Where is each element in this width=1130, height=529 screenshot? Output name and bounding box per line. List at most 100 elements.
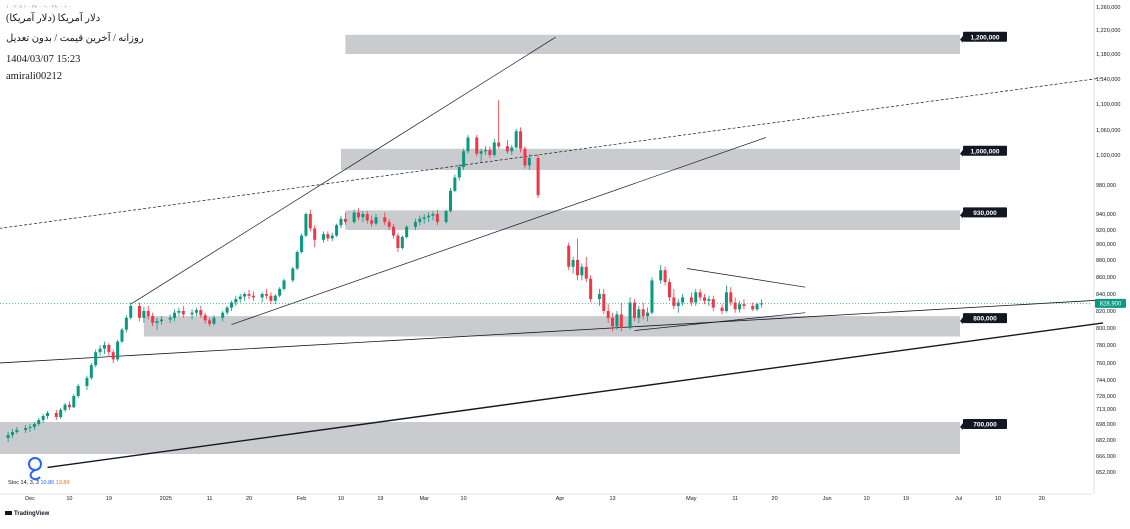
- candle-body: [67, 404, 71, 408]
- candle-2025-01-27: [278, 287, 282, 298]
- x-tick-label: 19: [903, 496, 909, 502]
- candle-2025-01-08: [194, 307, 198, 317]
- candle-2025-01-19: [243, 292, 247, 301]
- candle-body: [243, 294, 247, 297]
- x-tick-label: Feb: [297, 496, 306, 502]
- y-tick-label: 1,260,000: [1096, 5, 1120, 11]
- candle-body: [497, 142, 501, 147]
- candle-2025-04-29: [681, 294, 685, 306]
- candle-2024-12-18: [102, 341, 106, 354]
- candle-body: [659, 270, 663, 281]
- candle-2025-01-17: [234, 295, 238, 306]
- candle-body: [584, 266, 588, 279]
- sketch-icon[interactable]: [24, 456, 46, 482]
- chart-title: دلار آمریکا (دلار آمریکا): [6, 13, 101, 24]
- candle-body: [724, 292, 728, 311]
- candle-body: [755, 304, 759, 310]
- candle-2024-12-07: [54, 410, 58, 420]
- candle-2025-02-14: [357, 208, 360, 221]
- stochastic-indicator[interactable]: Stoc 14, 3, 3 10.86 13.89: [8, 480, 70, 486]
- candle-2025-01-23: [260, 292, 264, 303]
- candle-body: [199, 310, 203, 316]
- y-tick-label: 840,000: [1096, 292, 1116, 298]
- candle-2025-04-13: [611, 312, 615, 332]
- candle-body: [619, 314, 623, 328]
- candle-2025-02-09: [335, 223, 339, 237]
- y-tick-label: 1,100,000: [1096, 102, 1120, 108]
- candle-2025-01-02: [168, 314, 172, 323]
- candle-2025-02-28: [418, 215, 422, 226]
- candle-body: [650, 280, 654, 313]
- candle-2024-11-26: [6, 432, 10, 442]
- candle-body: [54, 413, 58, 417]
- candle-2024-12-14: [85, 375, 89, 390]
- y-tick-label: 666,000: [1096, 454, 1116, 460]
- candle-2025-05-01: [689, 292, 693, 306]
- tradingview-brand[interactable]: TradingView: [5, 511, 49, 517]
- candle-2025-03-08: [453, 174, 457, 193]
- candle-body: [400, 237, 404, 248]
- candle-body: [698, 292, 702, 298]
- y-tick-label: 652,000: [1096, 470, 1116, 476]
- candle-body: [173, 312, 177, 318]
- candle-body: [76, 386, 80, 396]
- candle-body: [41, 416, 45, 420]
- candle-body: [536, 158, 540, 196]
- candle-body: [343, 218, 347, 222]
- y-tick-label: 682,000: [1096, 438, 1116, 444]
- candle-2025-03-07: [448, 187, 452, 213]
- x-tick-label: 2025: [160, 496, 172, 502]
- candle-body: [462, 151, 466, 167]
- x-tick-label: 20: [772, 496, 778, 502]
- candle-body: [352, 212, 356, 222]
- candle-body: [138, 305, 141, 318]
- candle-body: [85, 377, 89, 386]
- x-tick-label: Mar: [419, 496, 429, 502]
- candle-body: [28, 427, 32, 428]
- candle-body: [523, 148, 527, 166]
- candle-2025-03-23: [519, 127, 523, 153]
- candle-2025-04-27: [672, 288, 676, 310]
- candle-2024-12-10: [67, 401, 71, 410]
- candle-2025-04-07: [584, 256, 588, 283]
- candle-body: [422, 217, 426, 219]
- candle-2024-12-17: [98, 345, 102, 356]
- candle-body: [637, 309, 641, 318]
- zone-label-text: 800,000: [973, 316, 997, 323]
- chart-subtitle: روزانه / آخرین قیمت / بدون تعدیل: [6, 33, 144, 44]
- ohlc-strip: ۱۰۰۲۰۸ ۱۰۰۶۷۰۰ ۱۰۰۲۸۰۰ ۱۰۰: [6, 4, 72, 10]
- zone-label-2: 930,000: [960, 207, 1007, 219]
- candle-2024-12-24: [129, 302, 133, 320]
- y-tick-label: 800,000: [1096, 326, 1116, 332]
- candle-2025-02-08: [330, 232, 334, 242]
- x-tick-label: 10: [338, 496, 344, 502]
- candle-2025-05-15: [751, 302, 755, 311]
- candle-2025-01-21: [251, 291, 255, 301]
- candle-2025-01-03: [173, 309, 177, 322]
- candle-2025-01-07: [190, 309, 194, 320]
- candle-2025-01-15: [225, 305, 229, 316]
- candle-body: [413, 222, 417, 227]
- candle-body: [387, 222, 391, 227]
- candle-body: [124, 317, 128, 330]
- candle-2025-03-24: [523, 146, 527, 169]
- candle-body: [457, 167, 461, 178]
- candle-2025-03-11: [466, 135, 470, 154]
- candle-2025-03-22: [514, 128, 518, 149]
- candle-body: [146, 311, 150, 317]
- candle-2025-03-21: [510, 145, 514, 155]
- candle-2025-01-30: [291, 266, 295, 283]
- y-tick-label: 780,000: [1096, 343, 1116, 349]
- x-tick-label: 20: [1039, 496, 1045, 502]
- candle-body: [729, 292, 733, 303]
- x-tick-label: Apr: [556, 496, 565, 502]
- candle-2025-01-14: [221, 311, 225, 322]
- candle-body: [260, 294, 264, 298]
- candle-body: [405, 226, 409, 237]
- candle-body: [567, 245, 571, 267]
- candle-body: [37, 420, 41, 424]
- candle-2025-04-20: [641, 302, 645, 320]
- candle-body: [335, 225, 339, 236]
- candle-body: [606, 311, 610, 318]
